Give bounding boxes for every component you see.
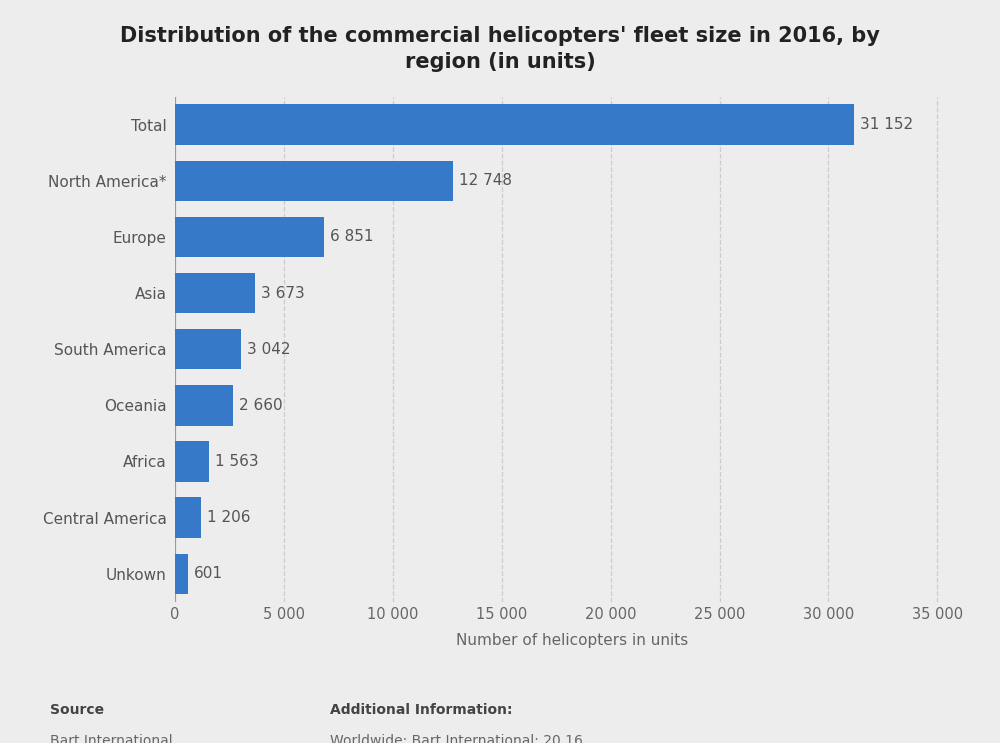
Bar [175,497,201,538]
Text: 2 660: 2 660 [239,398,283,413]
Bar [175,385,233,426]
Bar [175,441,209,481]
Bar [175,105,854,145]
Text: 3 673: 3 673 [261,285,305,301]
Text: 3 042: 3 042 [247,342,291,357]
X-axis label: Number of helicopters in units: Number of helicopters in units [456,634,689,649]
Text: Additional Information:: Additional Information: [330,703,512,717]
Bar [175,273,255,314]
Bar [175,160,453,201]
Text: 1 206: 1 206 [207,510,251,525]
Text: 1 563: 1 563 [215,454,259,469]
Text: Worldwide; Bart International; 20 16: Worldwide; Bart International; 20 16 [330,718,583,743]
Text: 6 851: 6 851 [330,230,374,244]
Text: 31 152: 31 152 [860,117,913,132]
Text: Source: Source [50,703,104,717]
Text: 601: 601 [194,566,223,581]
Bar [175,329,241,369]
Bar [175,217,324,257]
Text: Distribution of the commercial helicopters' fleet size in 2016, by
region (in un: Distribution of the commercial helicopte… [120,26,880,72]
Text: 12 748: 12 748 [459,173,512,188]
Bar [175,554,188,594]
Text: Bart International
© Statista 2018: Bart International © Statista 2018 [50,718,173,743]
